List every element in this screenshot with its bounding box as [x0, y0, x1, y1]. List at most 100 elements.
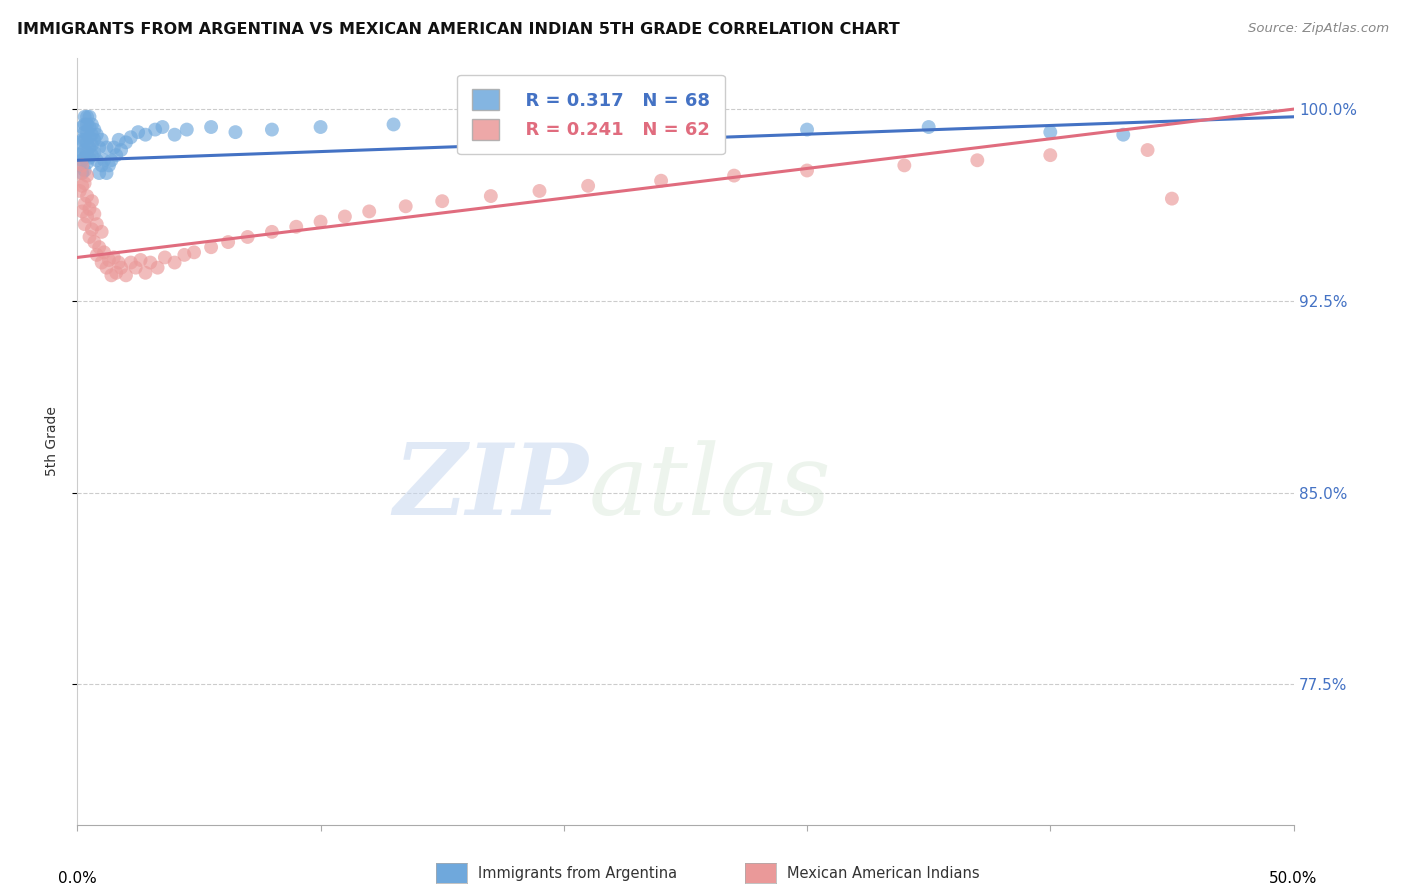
Point [796, 163, 818, 178]
Point [529, 184, 551, 198]
Point [110, 143, 132, 157]
Point [576, 178, 599, 193]
Point [260, 225, 283, 239]
Point [76, 169, 98, 183]
Point [152, 120, 174, 134]
Point [1161, 192, 1184, 206]
Point [173, 248, 195, 262]
Point [105, 148, 128, 162]
Point [359, 204, 381, 219]
Point [115, 136, 138, 150]
Point [83, 145, 105, 160]
Point [309, 214, 332, 228]
Point [120, 255, 142, 269]
Point [73, 176, 96, 190]
Text: Mexican American Indians: Mexican American Indians [787, 866, 980, 880]
Text: Immigrants from Argentina: Immigrants from Argentina [478, 866, 678, 880]
Point [76, 210, 98, 224]
Point [127, 125, 149, 139]
Text: atlas: atlas [588, 440, 831, 535]
Point [115, 268, 138, 283]
Point [76, 110, 98, 124]
Point [86, 248, 108, 262]
Point [76, 156, 98, 170]
Point [73, 125, 96, 139]
Point [80, 194, 103, 209]
Point [79, 151, 101, 165]
Point [79, 140, 101, 154]
Point [69, 136, 91, 150]
Legend:   R = 0.317   N = 68,   R = 0.241   N = 62: R = 0.317 N = 68, R = 0.241 N = 62 [457, 75, 724, 154]
Point [456, 122, 478, 136]
Point [96, 166, 118, 180]
Point [918, 120, 941, 134]
Point [103, 140, 125, 154]
Point [79, 130, 101, 145]
Point [217, 235, 239, 249]
Point [333, 210, 356, 224]
Point [200, 240, 222, 254]
Point [80, 222, 103, 236]
Point [97, 158, 120, 172]
Point [553, 120, 575, 134]
Point [80, 137, 103, 152]
Point [79, 120, 101, 134]
Point [86, 128, 108, 142]
Point [89, 166, 111, 180]
Point [93, 245, 115, 260]
Point [176, 122, 198, 136]
Y-axis label: 5th Grade: 5th Grade [45, 407, 59, 476]
Point [79, 110, 101, 124]
Point [110, 260, 132, 275]
Point [79, 230, 101, 244]
Point [1112, 128, 1135, 142]
Point [73, 143, 96, 157]
Point [153, 251, 176, 265]
Point [73, 118, 96, 132]
Point [236, 230, 259, 244]
Point [134, 266, 156, 280]
Point [70, 204, 93, 219]
Point [76, 136, 98, 150]
Point [73, 151, 96, 165]
Point [893, 158, 915, 172]
Point [70, 145, 93, 160]
Point [120, 130, 142, 145]
Point [93, 153, 115, 168]
Point [70, 153, 93, 168]
Point [103, 251, 125, 265]
Point [100, 268, 122, 283]
Point [200, 120, 222, 134]
Point [89, 240, 111, 254]
Point [675, 118, 697, 132]
Point [430, 194, 453, 209]
Point [83, 122, 105, 136]
Point [1039, 125, 1062, 139]
Point [90, 255, 112, 269]
Point [224, 125, 246, 139]
Point [105, 266, 128, 280]
Point [83, 235, 105, 249]
Point [183, 245, 205, 260]
Text: Source: ZipAtlas.com: Source: ZipAtlas.com [1249, 22, 1389, 36]
Text: 50.0%: 50.0% [1270, 871, 1317, 886]
Point [382, 118, 405, 132]
Point [1039, 148, 1062, 162]
Point [90, 133, 112, 147]
Point [80, 128, 103, 142]
Point [125, 260, 148, 275]
Point [285, 219, 308, 234]
Point [73, 196, 96, 211]
Point [143, 122, 166, 136]
Point [89, 140, 111, 154]
Point [395, 199, 418, 213]
Point [163, 255, 186, 269]
Point [73, 110, 96, 124]
Point [69, 148, 91, 162]
Point [70, 166, 93, 180]
Text: IMMIGRANTS FROM ARGENTINA VS MEXICAN AMERICAN INDIAN 5TH GRADE CORRELATION CHART: IMMIGRANTS FROM ARGENTINA VS MEXICAN AME… [17, 22, 900, 37]
Point [650, 174, 672, 188]
Point [80, 148, 103, 162]
Point [70, 178, 93, 193]
Point [70, 120, 93, 134]
